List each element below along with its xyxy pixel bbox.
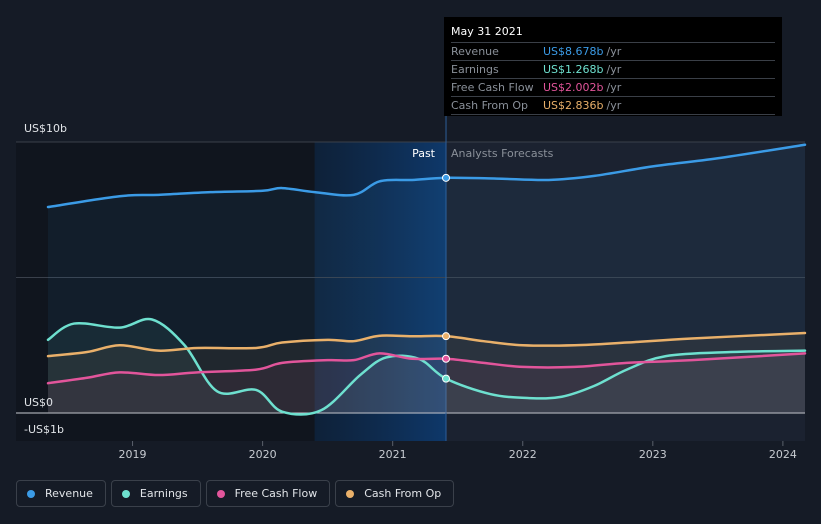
x-tick-label: 2024 (769, 448, 797, 461)
tooltip-row-unit: /yr (606, 81, 622, 94)
free-cash-flow-line (46, 352, 807, 385)
chart-gridlines (16, 95, 805, 446)
forecast-region (446, 142, 805, 441)
y-tick-label: US$10b (24, 122, 67, 135)
tooltip-row-free-cash-flow: Free Cash Flow US$2.002b /yr (451, 79, 775, 97)
earnings-area (48, 318, 805, 415)
tooltip-row-label: Earnings (451, 63, 499, 76)
y-tick-label: US$0 (24, 396, 53, 409)
legend-label: Cash From Op (364, 487, 442, 500)
tooltip-row-unit: /yr (606, 45, 622, 58)
tooltip-row-unit: /yr (606, 99, 622, 112)
legend-label: Earnings (139, 487, 188, 500)
tooltip-row-value: US$1.268b (543, 63, 604, 76)
legend-dot-icon (121, 489, 130, 498)
series-lines (46, 143, 807, 416)
free-cash-flow-area (48, 353, 805, 413)
chart-legend: Revenue Earnings Free Cash Flow Cash Fro… (16, 480, 455, 507)
revenue-line (46, 143, 807, 209)
revenue-marker (442, 173, 451, 182)
legend-dot-icon (346, 489, 355, 498)
x-tick-label: 2021 (379, 448, 407, 461)
series-markers (442, 173, 451, 383)
legend-item-free-cash-flow[interactable]: Free Cash Flow (205, 480, 331, 507)
series-areas (48, 144, 805, 415)
tooltip-row-unit: /yr (606, 63, 622, 76)
tooltip-date: May 31 2021 (451, 23, 775, 43)
y-tick-label: -US$1b (24, 423, 64, 436)
tooltip-row-value: US$2.002b (543, 81, 604, 94)
free-cash-flow-marker (442, 354, 451, 363)
legend-item-earnings[interactable]: Earnings (110, 480, 201, 507)
tooltip-row-label: Free Cash Flow (451, 81, 534, 94)
tooltip-row-cash-from-op: Cash From Op US$2.836b /yr (451, 97, 775, 115)
segment-label-past: Past (412, 147, 436, 160)
axis-labels: US$10b US$0 -US$1b 2019 2020 2021 2022 2023 2024 (24, 122, 797, 461)
tooltip-row-revenue: Revenue US$8.678b /yr (451, 43, 775, 61)
earnings-line (46, 317, 807, 416)
earnings-marker (442, 374, 451, 383)
legend-label: Free Cash Flow (234, 487, 318, 500)
tooltip-row-value: US$2.836b (543, 99, 604, 112)
tooltip-row-label: Cash From Op (451, 99, 529, 112)
tooltip-row-earnings: Earnings US$1.268b /yr (451, 61, 775, 79)
x-tick-label: 2019 (119, 448, 147, 461)
x-tick-label: 2023 (639, 448, 667, 461)
segment-label-forecast: Analysts Forecasts (451, 147, 554, 160)
legend-dot-icon (27, 489, 35, 498)
legend-item-revenue[interactable]: Revenue (16, 480, 106, 507)
cash-from-op-marker (442, 332, 451, 341)
legend-label: Revenue (45, 487, 93, 500)
tooltip-row-value: US$8.678b (543, 45, 604, 58)
revenue-area (48, 144, 805, 413)
tooltip-row-label: Revenue (451, 45, 499, 58)
cash-from-op-line (46, 331, 807, 358)
x-tick-label: 2022 (509, 448, 537, 461)
x-tick-label: 2020 (249, 448, 277, 461)
legend-dot-icon (216, 489, 225, 498)
hover-band (314, 142, 447, 441)
legend-item-cash-from-op[interactable]: Cash From Op (335, 480, 455, 507)
data-tooltip: May 31 2021 Revenue US$8.678b /yr Earnin… (444, 17, 782, 116)
